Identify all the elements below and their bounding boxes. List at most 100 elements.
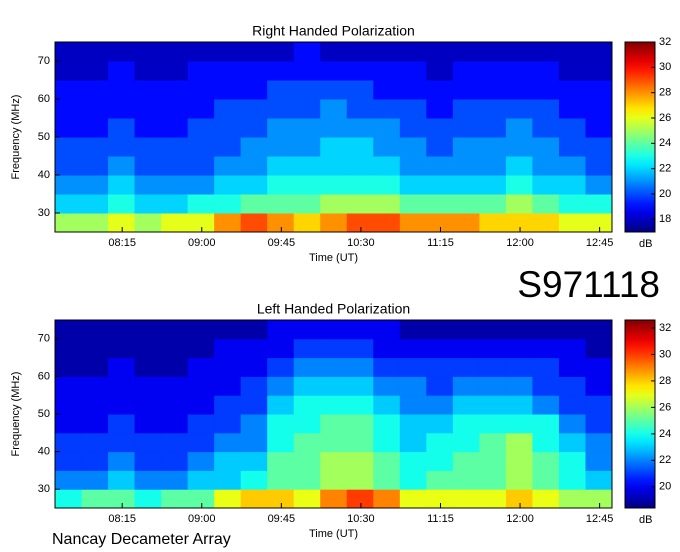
heatmap-cell	[81, 175, 109, 195]
heatmap-cell	[399, 338, 427, 359]
heatmap-cell	[532, 395, 560, 415]
colorbar-tick-label: 32	[659, 36, 671, 48]
heatmap-cell	[505, 320, 533, 340]
heatmap-cell	[214, 137, 242, 157]
heatmap-cell	[240, 213, 268, 233]
heatmap-cell	[558, 320, 586, 340]
heatmap-cell	[373, 357, 401, 377]
x-tick-label: 09:45	[268, 237, 296, 249]
heatmap-cell	[134, 338, 162, 359]
heatmap-cell	[267, 432, 295, 453]
heatmap-cell	[532, 432, 560, 453]
heatmap-cell	[320, 42, 348, 62]
heatmap-cell	[585, 137, 613, 157]
heatmap-cell	[532, 414, 560, 434]
heatmap-cell	[187, 414, 215, 434]
heatmap-cell	[108, 414, 136, 434]
heatmap-cell	[55, 42, 83, 62]
heatmap-cell	[81, 156, 109, 176]
heatmap-cell	[55, 414, 83, 434]
y-tick-label: 70	[38, 333, 50, 345]
heatmap-cell	[81, 451, 109, 471]
heatmap-cell	[267, 376, 295, 396]
heatmap-cell	[214, 61, 242, 81]
heatmap-cell	[267, 414, 295, 434]
heatmap-cell	[293, 432, 321, 453]
x-axis-label: Time (UT)	[309, 528, 358, 540]
heatmap-cell	[426, 99, 454, 119]
heatmap-cell	[293, 320, 321, 340]
heatmap-cell	[214, 432, 242, 453]
heatmap-cell	[399, 489, 427, 509]
heatmap-cell	[558, 137, 586, 157]
heatmap-cell	[505, 80, 533, 100]
heatmap-cell	[585, 338, 613, 359]
heatmap-cell	[267, 489, 295, 509]
heatmap-cell	[161, 99, 189, 119]
heatmap-cell	[108, 395, 136, 415]
heatmap-cell	[240, 61, 268, 81]
heatmap-cell	[214, 156, 242, 176]
heatmap-cell	[161, 42, 189, 62]
colorbar-label: dB	[639, 238, 652, 250]
heatmap-cell	[399, 61, 427, 81]
heatmap-cell	[558, 42, 586, 62]
heatmap-cell	[399, 137, 427, 157]
heatmap-cell	[187, 470, 215, 490]
heatmap-cell	[532, 80, 560, 100]
heatmap-cell	[320, 80, 348, 100]
heatmap-cell	[214, 99, 242, 119]
heatmap-cell	[532, 42, 560, 62]
colorbar-tick-label: 28	[659, 87, 671, 99]
heatmap-cell	[55, 395, 83, 415]
heatmap-cell	[320, 357, 348, 377]
heatmap-cell	[240, 194, 268, 214]
heatmap-cell	[293, 175, 321, 195]
heatmap-cell	[505, 395, 533, 415]
heatmap-cell	[161, 470, 189, 490]
heatmap-cell	[134, 395, 162, 415]
heatmap-cell	[108, 470, 136, 490]
heatmap-cell	[479, 99, 507, 119]
heatmap-cell	[505, 489, 533, 509]
colorbar	[624, 319, 656, 509]
y-tick-label: 30	[38, 483, 50, 495]
heatmap-cell	[187, 395, 215, 415]
observation-label: S971118	[517, 264, 660, 305]
heatmap-cell	[532, 320, 560, 340]
heatmap-cell	[161, 80, 189, 100]
heatmap-cell	[585, 42, 613, 62]
heatmap-cell	[108, 213, 136, 233]
x-tick-label: 12:45	[586, 237, 614, 249]
heatmap-cell	[558, 489, 586, 509]
heatmap-cell	[399, 432, 427, 453]
heatmap-cell	[267, 118, 295, 138]
y-tick-label: 40	[38, 169, 50, 181]
heatmap-cell	[479, 357, 507, 377]
heatmap-cell	[346, 194, 374, 214]
heatmap-cell	[399, 320, 427, 340]
heatmap-cell	[426, 320, 454, 340]
colorbar-tick-label: 26	[659, 401, 671, 413]
heatmap-cell	[134, 80, 162, 100]
colorbar-tick-label: 32	[659, 322, 671, 334]
heatmap-cell	[373, 470, 401, 490]
heatmap-cell	[505, 451, 533, 471]
heatmap-cell	[373, 489, 401, 509]
heatmap-cell	[373, 118, 401, 138]
heatmap-cell	[532, 338, 560, 359]
heatmap-cell	[108, 118, 136, 138]
heatmap-cell	[399, 357, 427, 377]
x-tick-label: 09:00	[188, 237, 216, 249]
heatmap-cell	[214, 470, 242, 490]
heatmap-cell	[479, 42, 507, 62]
heatmap-cell	[267, 42, 295, 62]
heatmap-cell	[585, 414, 613, 434]
heatmap-cell	[399, 414, 427, 434]
heatmap-cell	[399, 194, 427, 214]
heatmap-cell	[293, 470, 321, 490]
heatmap-cell	[585, 175, 613, 195]
heatmap-cell	[505, 357, 533, 377]
heatmap-cell	[320, 213, 348, 233]
heatmap-cell	[214, 357, 242, 377]
